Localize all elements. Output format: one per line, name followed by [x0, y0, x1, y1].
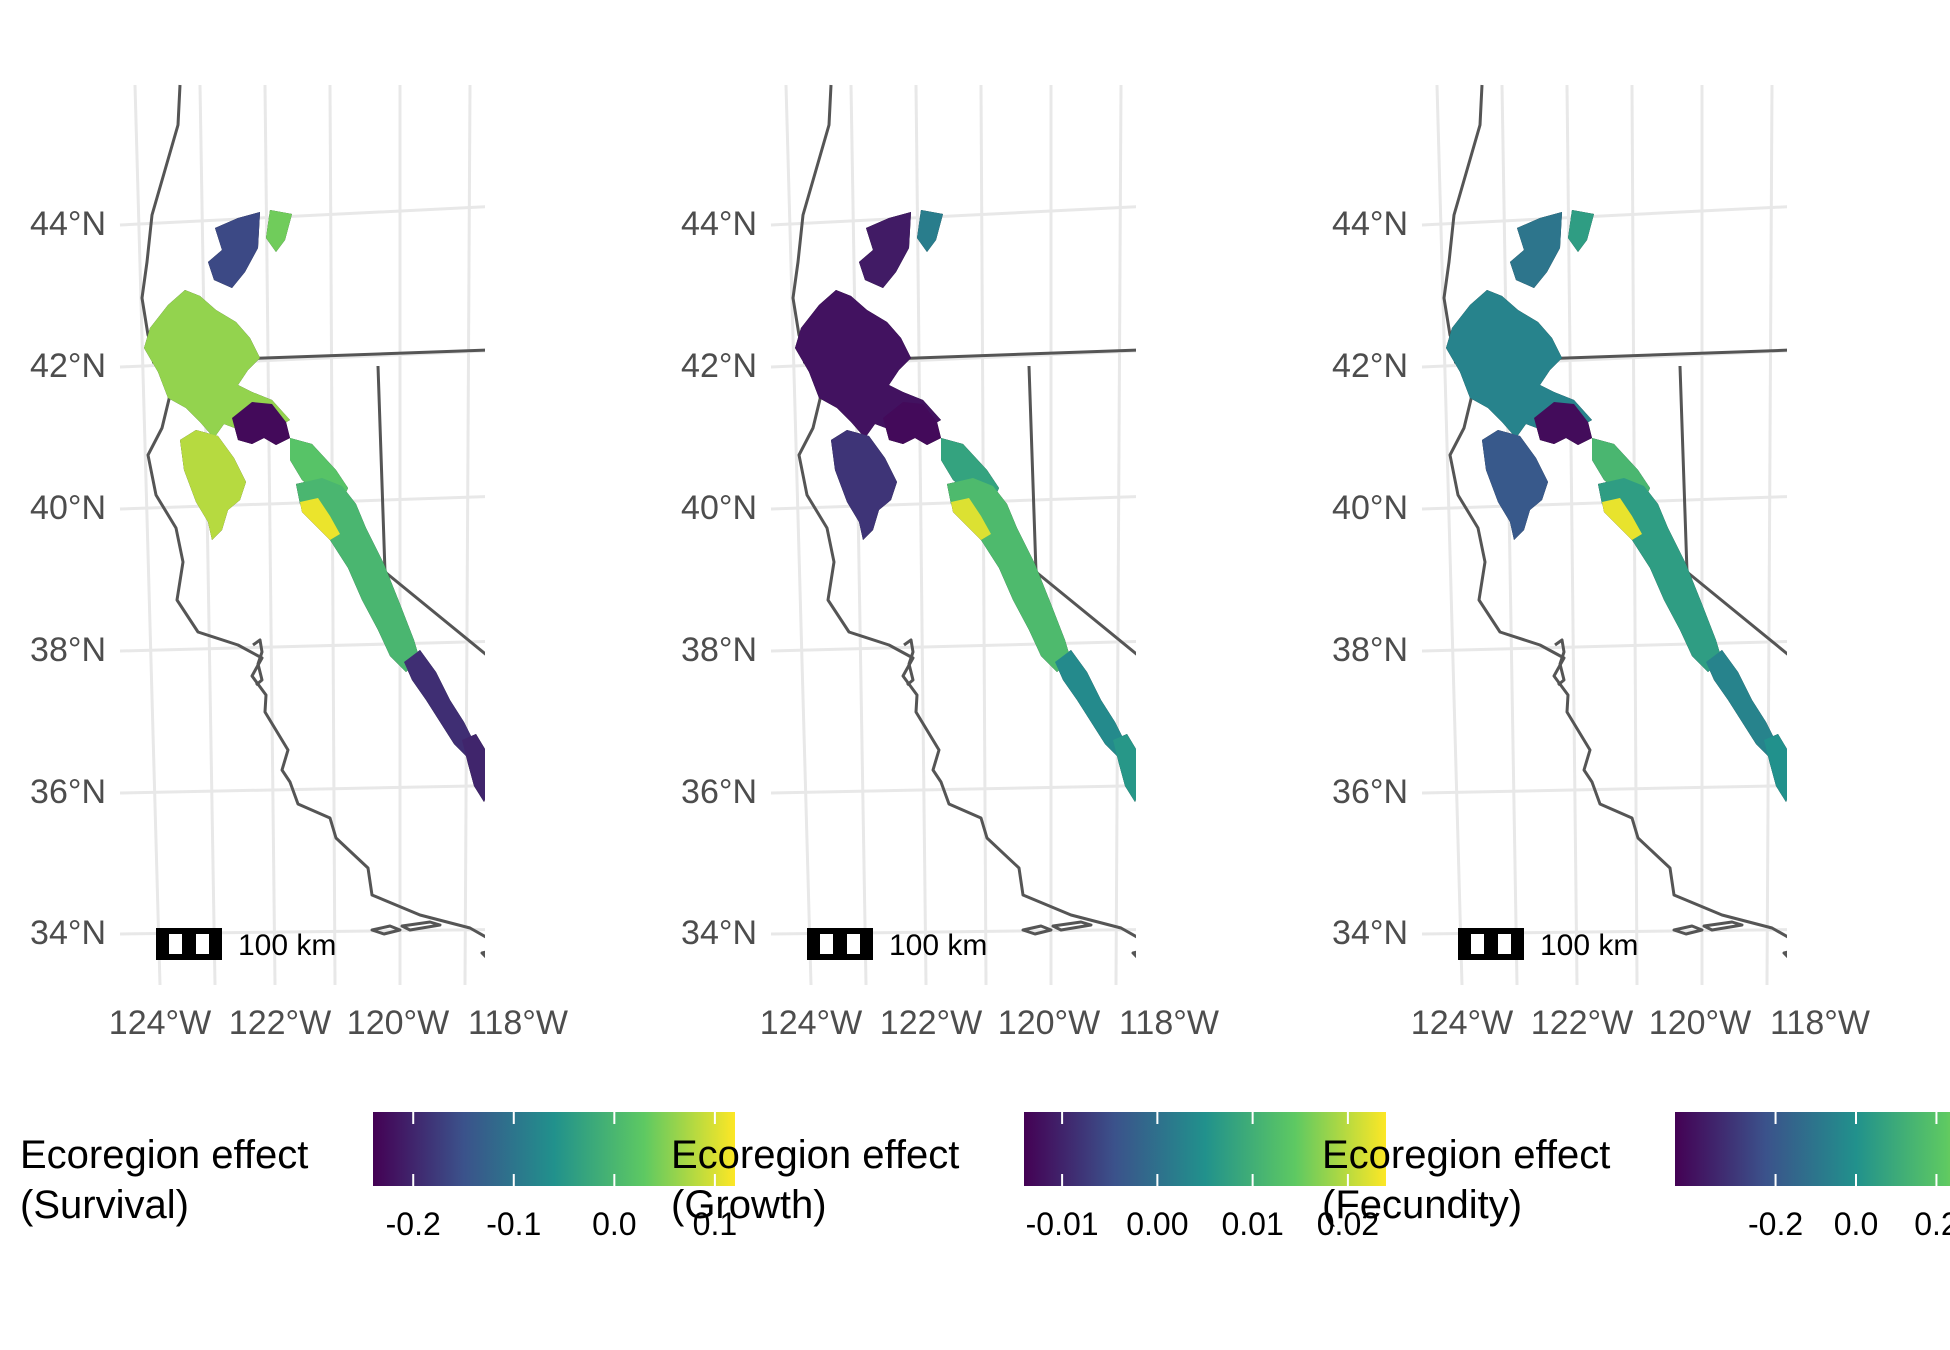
colorbar-tick-label: -0.1	[486, 1206, 541, 1242]
growth-ecoregions	[795, 210, 1136, 802]
colorbar-tick-label: -0.01	[1026, 1206, 1099, 1242]
scale-bar-label: 100 km	[1540, 929, 1638, 962]
lat-label-44: 44°N	[681, 205, 757, 243]
legend-title-line1: Ecoregion effect	[671, 1133, 959, 1177]
ecoregion-south_tail	[462, 734, 485, 802]
growth-map-panel	[771, 85, 1281, 985]
ecoregion-coast_range	[180, 430, 246, 540]
ecoregion-sierra_highlight	[300, 498, 340, 540]
legend-title-line2: (Fecundity)	[1322, 1183, 1522, 1227]
scale-bar-label: 100 km	[238, 929, 336, 962]
colorbar-tick-label: -0.2	[386, 1206, 441, 1242]
ecoregion-coast_range	[831, 430, 897, 540]
growth-colorbar	[1024, 1112, 1386, 1186]
legend-title-line2: (Survival)	[20, 1183, 189, 1227]
lat-label-44: 44°N	[1332, 205, 1408, 243]
ecoregion-south_tail	[1113, 734, 1136, 802]
lon-label-122: 122°W	[880, 1004, 982, 1042]
ecoregion-dark_core	[1534, 402, 1592, 445]
lon-label-124: 124°W	[109, 1004, 211, 1042]
fecundity-ecoregions	[1446, 210, 1787, 802]
ecoregion-sierra_highlight	[951, 498, 991, 540]
ecoregion-north_oregon	[208, 212, 260, 288]
lat-label-42: 42°N	[681, 347, 757, 385]
ecoregion-dark_core	[232, 402, 290, 445]
lat-label-34: 34°N	[1332, 914, 1408, 952]
growth-legend: Ecoregion effect (Growth) -0.01 0.00 0.01 0…	[671, 1112, 1386, 1242]
lon-label-118: 118°W	[1119, 1004, 1219, 1042]
ecoregion-klamath	[1446, 290, 1592, 438]
legend-title-line1: Ecoregion effect	[1322, 1133, 1610, 1177]
colorbar-tick-label: 0.01	[1221, 1206, 1283, 1242]
lon-label-122: 122°W	[1531, 1004, 1633, 1042]
fecundity-map-panel	[1422, 85, 1932, 985]
ecoregion-northeast_patch	[266, 210, 292, 252]
survival-legend: Ecoregion effect (Survival) -0.2 -0.1 0.0 0…	[20, 1112, 737, 1242]
colorbar-tick-label: 0.2	[1914, 1206, 1950, 1242]
colorbar-tick-label: 0.00	[1126, 1206, 1188, 1242]
ecoregion-northeast_patch	[1568, 210, 1594, 252]
colorbar-tick-label: 0.0	[592, 1206, 636, 1242]
survival-map-panel	[120, 85, 630, 985]
lon-label-118: 118°W	[468, 1004, 568, 1042]
lon-label-120: 120°W	[998, 1004, 1100, 1042]
ecoregion-klamath	[144, 290, 290, 438]
ecoregion-klamath	[795, 290, 941, 438]
ecoregion-north_oregon	[1510, 212, 1562, 288]
ecoregion-south_sierra	[1055, 650, 1127, 760]
lat-label-42: 42°N	[1332, 347, 1408, 385]
legend-title-line2: (Growth)	[671, 1183, 827, 1227]
colorbar-tick-label: 0.02	[1317, 1206, 1379, 1242]
lat-label-36: 36°N	[30, 773, 106, 811]
lat-label-40: 40°N	[30, 489, 106, 527]
lat-label-42: 42°N	[30, 347, 106, 385]
lon-label-120: 120°W	[347, 1004, 449, 1042]
ecoregion-south_sierra	[1706, 650, 1778, 760]
colorbar-tick-label: 0.0	[1834, 1206, 1878, 1242]
ecoregion-sierra_highlight	[1602, 498, 1642, 540]
lat-label-36: 36°N	[1332, 773, 1408, 811]
lon-label-124: 124°W	[760, 1004, 862, 1042]
ecoregion-coast_range	[1482, 430, 1548, 540]
fecundity-legend: Ecoregion effect (Fecundity) -0.2 0.0 0.2	[1322, 1112, 1950, 1242]
colorbar-tick-label: -0.2	[1748, 1206, 1803, 1242]
lon-label-124: 124°W	[1411, 1004, 1513, 1042]
fecundity-colorbar	[1675, 1112, 1950, 1186]
ecoregion-south_sierra	[404, 650, 476, 760]
lat-label-38: 38°N	[1332, 631, 1408, 669]
lon-label-118: 118°W	[1770, 1004, 1870, 1042]
lat-label-40: 40°N	[1332, 489, 1408, 527]
lat-label-36: 36°N	[681, 773, 757, 811]
lat-label-34: 34°N	[681, 914, 757, 952]
colorbar-tick-label: 0.1	[693, 1206, 737, 1242]
lat-label-38: 38°N	[30, 631, 106, 669]
lat-label-34: 34°N	[30, 914, 106, 952]
ecoregion-south_tail	[1764, 734, 1787, 802]
ecoregion-dark_core	[883, 402, 941, 445]
survival-colorbar	[373, 1112, 735, 1186]
lon-label-122: 122°W	[229, 1004, 331, 1042]
lat-label-40: 40°N	[681, 489, 757, 527]
lat-label-44: 44°N	[30, 205, 106, 243]
lat-label-38: 38°N	[681, 631, 757, 669]
survival-ecoregions	[144, 210, 485, 802]
lon-label-120: 120°W	[1649, 1004, 1751, 1042]
ecoregion-northeast_patch	[917, 210, 943, 252]
legend-title-line1: Ecoregion effect	[20, 1133, 308, 1177]
scale-bar-label: 100 km	[889, 929, 987, 962]
ecoregion-north_oregon	[859, 212, 911, 288]
